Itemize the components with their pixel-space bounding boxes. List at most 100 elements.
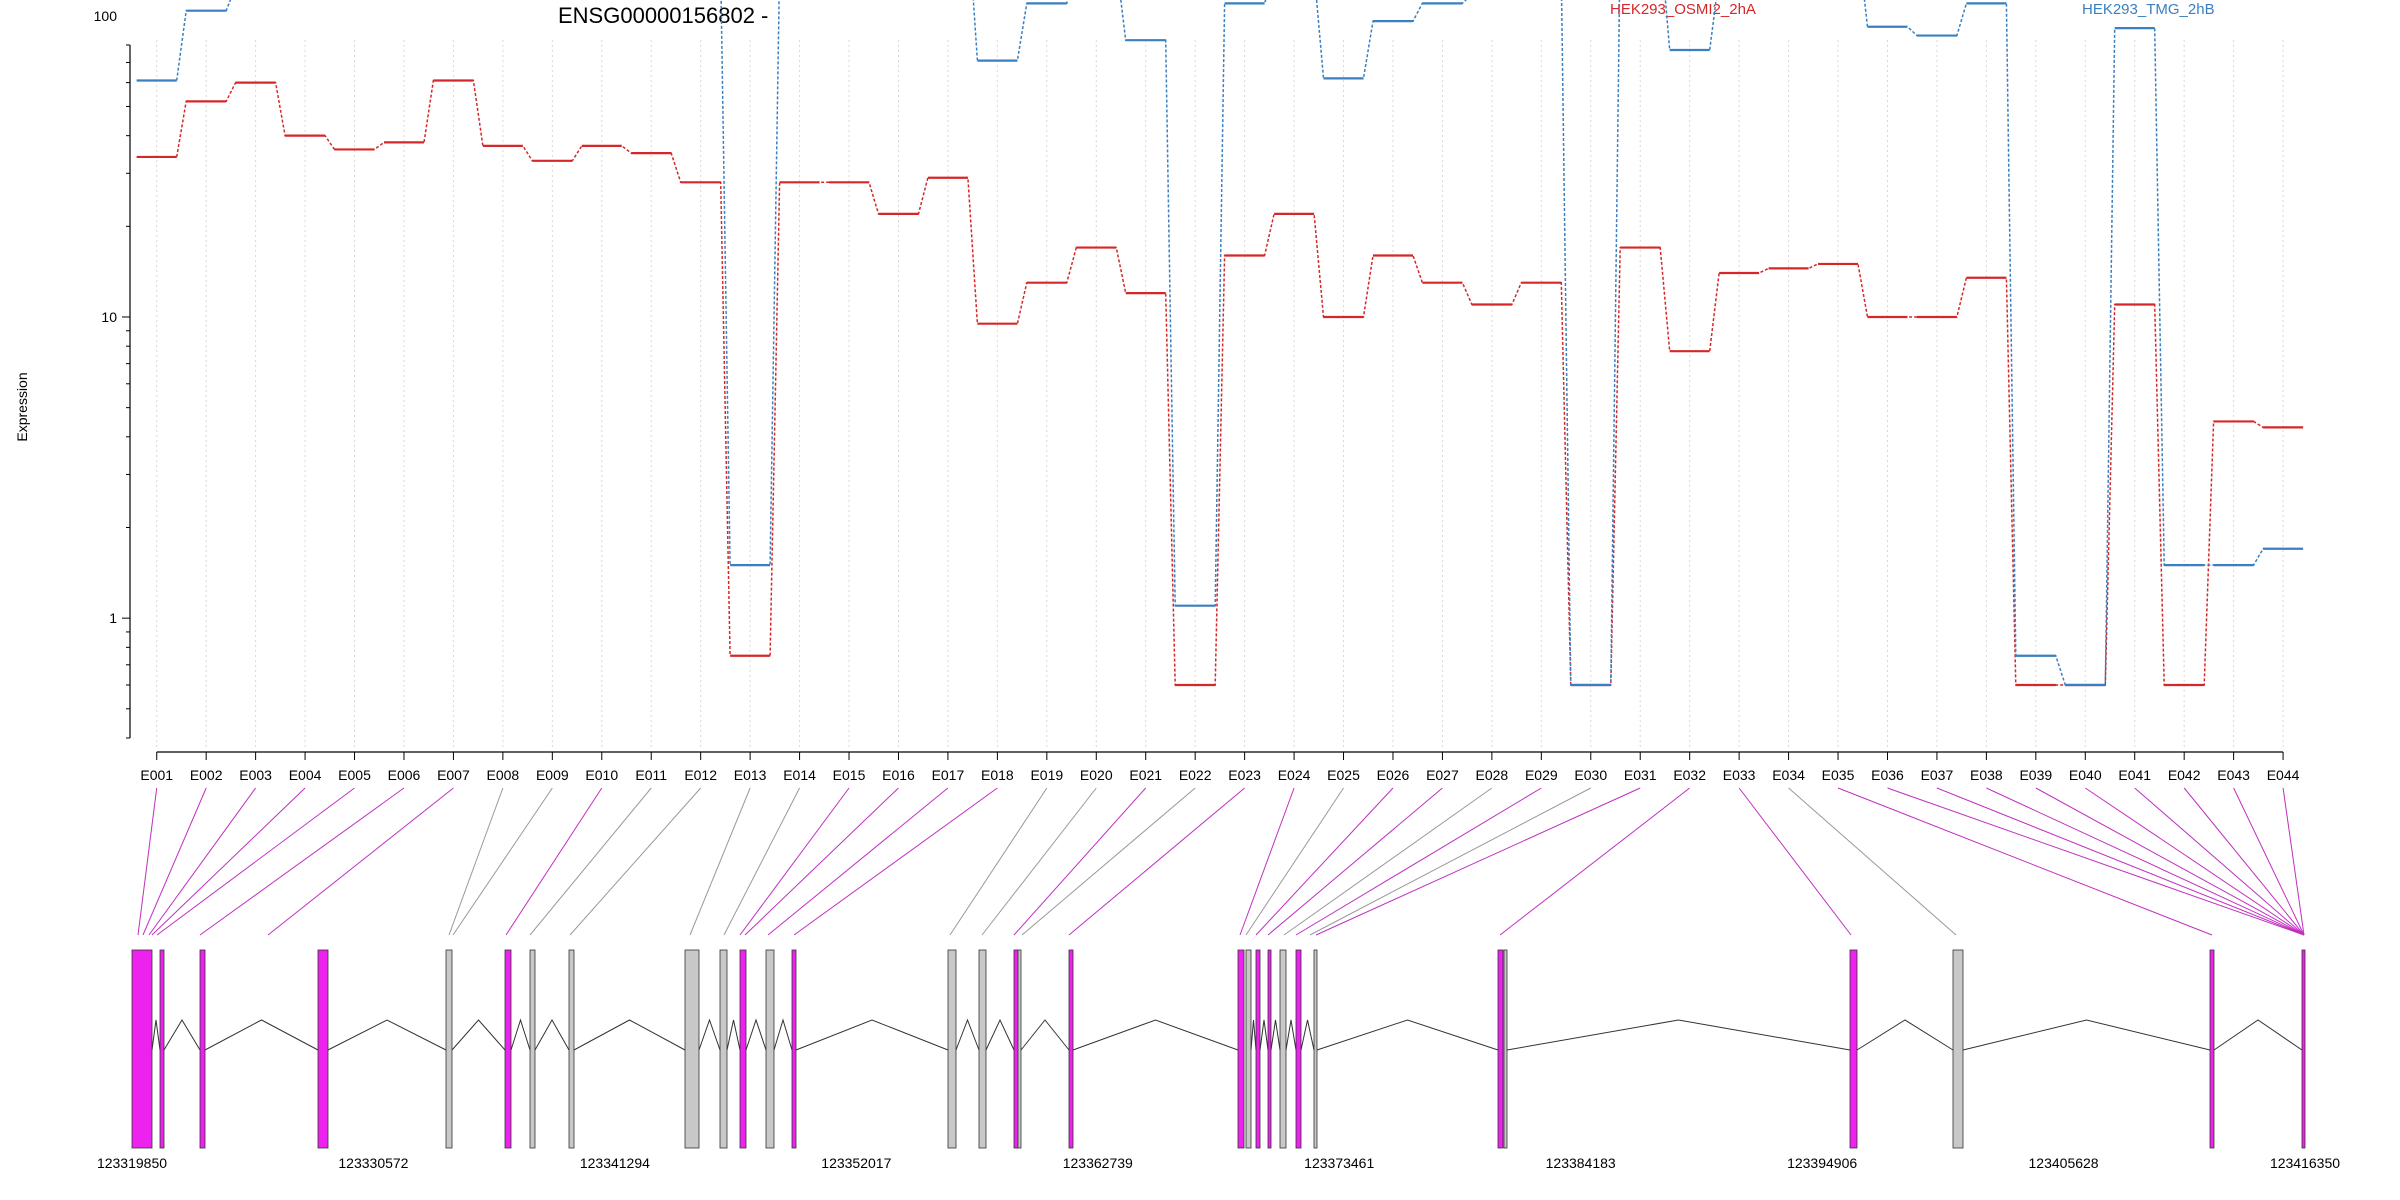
exon-block <box>317 949 329 1149</box>
intron-line <box>985 1018 1015 1051</box>
exon-connector <box>1788 787 1957 936</box>
x-tick-label: E024 <box>1278 767 1311 783</box>
x-tick-label: E039 <box>2019 767 2052 783</box>
x-tick-label: E032 <box>1673 767 1706 783</box>
x-tick-label: E012 <box>684 767 717 783</box>
x-tick-label: E011 <box>635 767 667 783</box>
x-tick-label: E027 <box>1426 767 1459 783</box>
genomic-coordinate-label: 123341294 <box>580 1155 650 1171</box>
intron-line <box>204 1019 319 1051</box>
series-lines <box>136 0 2304 687</box>
genomic-coordinate-label: 123384183 <box>1546 1155 1616 1171</box>
intron-line <box>534 1018 570 1051</box>
exon-block <box>1313 949 1318 1149</box>
exon-connector <box>199 787 405 936</box>
exon-connector <box>2134 787 2305 936</box>
x-tick-label: E020 <box>1080 767 1113 783</box>
exon-connector <box>142 787 207 936</box>
x-tick-label: E021 <box>1129 767 1162 783</box>
x-tick-label: E040 <box>2069 767 2102 783</box>
exon-block <box>1503 949 1508 1149</box>
exon-connector <box>1068 787 1245 936</box>
exon-block <box>131 949 153 1149</box>
x-tick-label: E025 <box>1327 767 1360 783</box>
exon-connector <box>1239 787 1295 936</box>
exon-connector <box>689 787 751 936</box>
exon-connector <box>151 787 306 936</box>
genomic-coordinate-label: 123352017 <box>821 1155 891 1171</box>
exon-block <box>199 949 206 1149</box>
intron-line <box>698 1018 721 1051</box>
exon-connector <box>148 787 257 936</box>
exon-block <box>684 949 700 1149</box>
exon-block <box>978 949 987 1149</box>
x-tick-label: E042 <box>2168 767 2201 783</box>
exon-connector <box>1245 787 1344 936</box>
exon-connector <box>569 787 702 936</box>
exon-connector <box>1309 787 1592 936</box>
series-line-0 <box>136 79 2304 686</box>
genomic-coordinate-label: 123416350 <box>2270 1155 2340 1171</box>
intron-line <box>726 1019 741 1051</box>
x-tick-label: E019 <box>1030 767 1063 783</box>
exon-connector <box>267 787 454 936</box>
exon-connector <box>1021 787 1196 936</box>
x-tick-label: E005 <box>338 767 371 783</box>
exon-block <box>719 949 728 1149</box>
genomic-coordinate-label: 123330572 <box>338 1155 408 1171</box>
intron-line <box>1020 1019 1070 1051</box>
intron-line <box>1250 1019 1257 1051</box>
exon-connector <box>1986 787 2305 936</box>
exon-block <box>568 949 575 1149</box>
exon-connector <box>2183 787 2305 936</box>
x-tick-label: E037 <box>1921 767 1954 783</box>
exon-connector <box>2084 787 2305 936</box>
exon-connector <box>1283 787 1493 936</box>
genomic-coordinate-label: 123373461 <box>1304 1155 1374 1171</box>
x-tick-label: E029 <box>1525 767 1558 783</box>
exon-connector <box>793 787 998 936</box>
intron-line <box>1270 1019 1281 1051</box>
exon-block <box>1952 949 1964 1149</box>
exon-connector <box>767 787 949 936</box>
x-tick-label: E036 <box>1871 767 1904 783</box>
genomic-coordinate-label: 123319850 <box>97 1155 167 1171</box>
x-tick-label: E043 <box>2217 767 2250 783</box>
exon-block <box>529 949 536 1149</box>
exon-connector <box>1315 787 1641 936</box>
exon-block <box>791 949 797 1149</box>
exon-connector <box>2282 787 2305 936</box>
exon-connector <box>156 787 355 936</box>
grid-lines <box>156 40 2284 750</box>
x-tick-label: E033 <box>1723 767 1756 783</box>
exon-connector <box>2233 787 2305 936</box>
x-tick-label: E008 <box>487 767 520 783</box>
gene-model: 123319850 123330572 123341294 123352017 1233… <box>97 949 2340 1171</box>
exon-block <box>445 949 453 1149</box>
intron-line <box>573 1019 686 1051</box>
x-tick-label: E026 <box>1377 767 1410 783</box>
genomic-coordinate-label: 123405628 <box>2029 1155 2099 1171</box>
x-tick-label: E041 <box>2118 767 2151 783</box>
x-tick-label: E023 <box>1228 767 1261 783</box>
x-tick-label: E031 <box>1624 767 1657 783</box>
exon-block <box>1245 949 1252 1149</box>
x-tick-label: E022 <box>1179 767 1212 783</box>
exon-connector <box>949 787 1048 936</box>
x-tick-label: E015 <box>833 767 866 783</box>
exon-connector <box>1887 787 2305 936</box>
x-tick-label: E017 <box>932 767 965 783</box>
series-line-1 <box>136 0 2304 686</box>
intron-line <box>1316 1019 1499 1051</box>
exon-block <box>504 949 512 1149</box>
legend-entry-series-b: HEK293_TMG_2hB <box>2082 1 2215 18</box>
exon-block <box>1013 949 1019 1149</box>
exon-block <box>1255 949 1261 1149</box>
exon-block <box>2209 949 2215 1149</box>
intron-line <box>1285 1019 1297 1051</box>
intron-line <box>795 1019 949 1051</box>
exon-block <box>1849 949 1858 1149</box>
exon-block <box>1068 949 1074 1149</box>
intron-line <box>2213 1019 2303 1051</box>
intron-line <box>1072 1019 1239 1051</box>
